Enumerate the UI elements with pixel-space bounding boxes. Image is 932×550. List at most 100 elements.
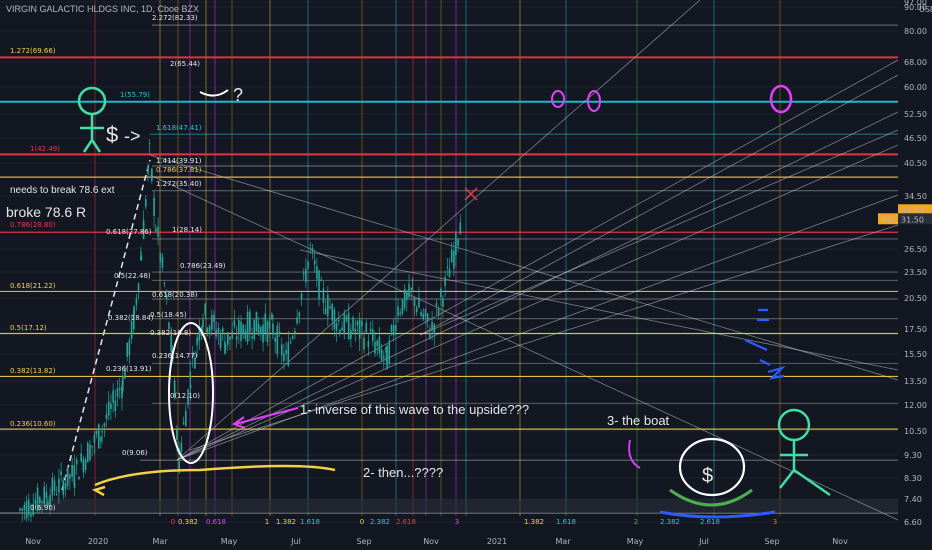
candle-body	[71, 464, 73, 477]
candle-body	[406, 292, 408, 300]
candle-body	[133, 310, 135, 330]
candle-body	[161, 256, 164, 268]
fib-time-label: 3	[455, 518, 459, 526]
candle-body	[251, 336, 253, 339]
fib-level-label: 0.786(28.80)	[10, 221, 56, 229]
fib-level-label: 0.236(10.60)	[10, 420, 56, 428]
time-tick: Nov	[25, 537, 41, 546]
candle-body	[356, 321, 359, 326]
candle-body	[137, 283, 140, 292]
price-tick: 34.50	[904, 192, 927, 201]
candle-body	[58, 478, 60, 493]
price-tick: 52.50	[904, 110, 927, 119]
boat-hull	[669, 488, 753, 507]
price-tick: 12.00	[904, 401, 927, 410]
candle-body	[93, 434, 96, 443]
candle-body	[64, 483, 67, 490]
pre-price-tag	[898, 213, 932, 225]
candle-body	[135, 298, 138, 305]
candle-body	[341, 327, 343, 331]
fib-time-label: 2.382	[660, 518, 680, 526]
fib-time-label: 3	[773, 518, 777, 526]
candle-body	[224, 341, 226, 354]
candle-body	[227, 332, 229, 345]
white-squiggle	[199, 89, 229, 97]
candle-body	[399, 312, 402, 315]
candle-body	[95, 431, 98, 435]
fan-line	[176, 59, 899, 461]
candle-body	[187, 389, 189, 406]
candle-body	[422, 313, 425, 319]
fib-time-label: 0	[360, 518, 364, 526]
candle-body	[148, 143, 151, 145]
candle-body	[435, 303, 438, 306]
fan-line	[176, 111, 899, 461]
chart-notes: needs to break 78.6 ext broke 78.6 R 1- in…	[6, 85, 713, 487]
fib-level-label: 0.382(18.84)	[108, 314, 154, 322]
candle-body	[327, 294, 329, 317]
candle-body	[280, 344, 283, 356]
candle-body	[257, 323, 260, 335]
candle-body	[397, 306, 399, 317]
time-axis[interactable]: Nov 2020 Mar May Jul Sep Nov 2021 Mar May Jul Sep No…	[0, 530, 932, 550]
candle-body	[253, 319, 256, 340]
candle-body	[440, 288, 442, 298]
candle-body	[194, 358, 196, 369]
fib-time-label: 1.382	[524, 518, 544, 526]
candle-body	[69, 474, 71, 479]
fan-line	[419, 74, 899, 336]
candle-body	[32, 503, 34, 515]
candle-body	[91, 445, 93, 448]
fib-time-label: 0.382	[178, 518, 198, 526]
candle-body	[354, 329, 357, 333]
candle-body	[159, 253, 162, 263]
time-tick: Jul	[698, 537, 709, 546]
candle-body	[395, 325, 397, 331]
candle-body	[142, 220, 145, 239]
candle-body	[272, 323, 274, 335]
candle-body	[450, 249, 453, 263]
bottom-band	[40, 499, 898, 514]
time-tick: Mar	[152, 537, 168, 546]
price-tick: 80.00	[904, 27, 927, 36]
price-tick: 6.60	[904, 518, 922, 527]
pink-circle	[587, 90, 601, 112]
candle-body	[388, 340, 391, 364]
candle-body	[116, 388, 119, 397]
fib-time-label: 0	[171, 518, 175, 526]
candle-body	[238, 320, 240, 334]
candle-body	[309, 244, 312, 246]
candle-body	[157, 226, 159, 237]
candle-body	[433, 323, 436, 335]
fib-level-label: 1.414(39.91)	[156, 157, 202, 165]
candle-body	[410, 288, 413, 290]
broke-note: broke 78.6 R	[6, 204, 86, 220]
candle-body	[350, 330, 352, 340]
fib-level-label: 2.272(82.33)	[152, 14, 198, 22]
candle-body	[363, 337, 365, 350]
candle-body	[75, 459, 78, 465]
candle-body	[55, 494, 58, 496]
candle-body	[352, 317, 354, 331]
candle-body	[249, 319, 251, 327]
candle-body	[369, 329, 372, 332]
fan-line	[419, 129, 899, 336]
fan-line	[149, 174, 899, 521]
candle-body	[151, 168, 153, 182]
stick-figure-body	[80, 114, 104, 153]
candle-body	[112, 390, 114, 403]
candle-body	[426, 313, 429, 321]
candle-body	[331, 303, 334, 321]
candle-body	[147, 165, 149, 174]
candle-body	[21, 508, 23, 511]
fib-time-label: 2	[634, 518, 638, 526]
last-price-label: 32.13	[901, 206, 924, 215]
fan-line	[189, 224, 899, 451]
candle-body	[53, 480, 56, 491]
candle-body	[403, 289, 406, 309]
pink-circle	[551, 90, 565, 108]
candle-body	[97, 424, 100, 449]
